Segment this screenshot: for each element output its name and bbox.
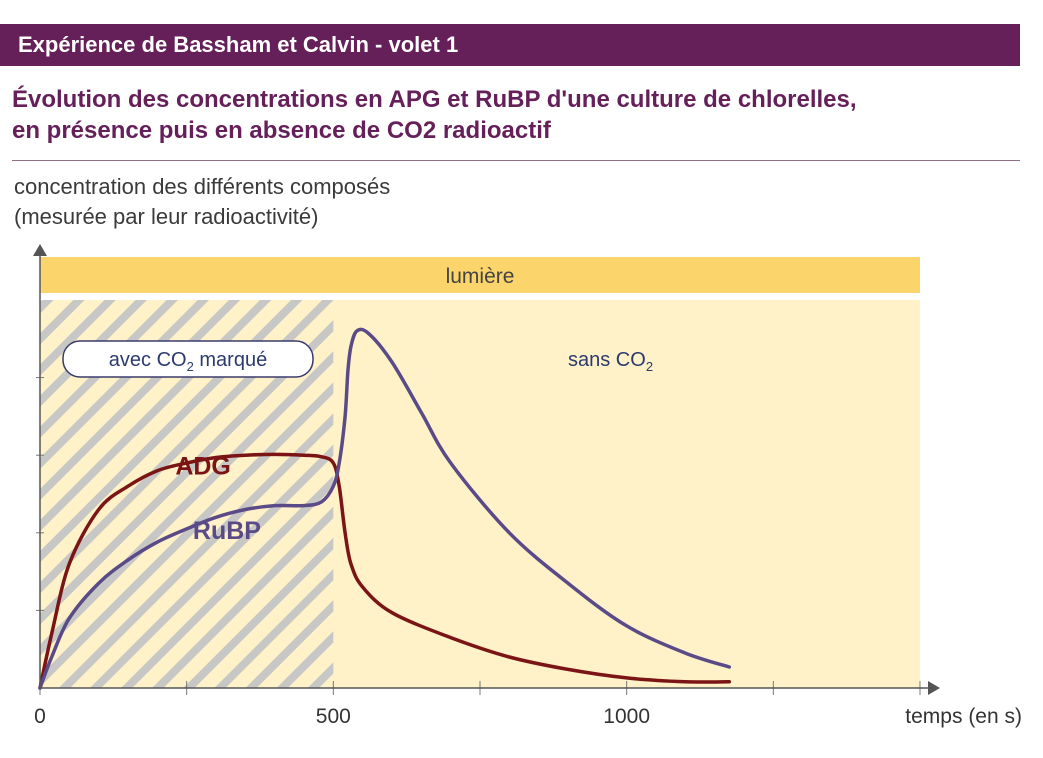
subtitle-line-2: en présence puis en absence de CO2 radio…	[12, 117, 551, 144]
subtitle-line-1: Évolution des concentrations en APG et R…	[12, 86, 857, 113]
with-co2-label-main: avec CO	[109, 349, 187, 371]
x-ticks: 0 500 1000	[34, 681, 921, 728]
without-co2-label-main: sans CO	[568, 349, 646, 371]
x-tick-label: 1000	[603, 705, 650, 728]
divider	[12, 160, 1020, 161]
y-axis-label: concentration des différents composés (m…	[14, 172, 390, 232]
series-labels: ADG RuBP	[175, 452, 261, 545]
header-title: Expérience de Bassham et Calvin - volet …	[18, 32, 459, 57]
light-band	[40, 257, 920, 293]
y-axis-label-line-2: (mesurée par leur radioactivité)	[14, 204, 319, 229]
series-label-rubp: RuBP	[193, 517, 261, 545]
x-axis-arrow	[928, 681, 940, 695]
series-line-rubp	[38, 327, 732, 690]
y-axis-label-line-1: concentration des différents composés	[14, 174, 391, 199]
light-band-separator	[40, 293, 920, 297]
without-co2-label-sub: 2	[646, 359, 653, 374]
header-bar: Expérience de Bassham et Calvin - volet …	[0, 24, 1020, 66]
series-line-adg	[38, 452, 732, 690]
light-band-label: lumière	[446, 265, 515, 288]
x-tick-label: 0	[34, 705, 46, 728]
with-co2-label: avec CO2 marqué	[109, 349, 267, 374]
series-label-adg: ADG	[175, 452, 231, 480]
y-axis-arrow	[33, 244, 47, 256]
x-axis-label: temps (en s)	[905, 705, 1022, 728]
with-co2-label-sub: 2	[187, 359, 194, 374]
without-co2-label: sans CO2	[568, 349, 653, 374]
subtitle: Évolution des concentrations en APG et R…	[12, 84, 1037, 146]
with-co2-pill	[62, 340, 314, 378]
series-lines	[38, 327, 732, 690]
with-co2-label-suffix: marqué	[194, 349, 267, 371]
x-tick-label: 500	[316, 705, 351, 728]
